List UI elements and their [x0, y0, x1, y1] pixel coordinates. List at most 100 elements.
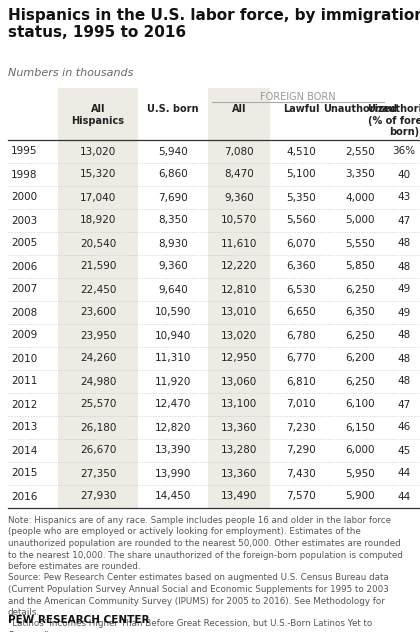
Text: PEW RESEARCH CENTER: PEW RESEARCH CENTER	[8, 615, 150, 625]
Text: 44: 44	[397, 468, 411, 478]
Text: 49: 49	[397, 284, 411, 295]
Text: 43: 43	[397, 193, 411, 202]
Text: 2006: 2006	[11, 262, 37, 272]
Text: 23,600: 23,600	[80, 308, 116, 317]
Text: 2016: 2016	[11, 492, 37, 502]
Text: “Latinos’ Incomes Higher Than Before Great Recession, but U.S.-Born Latinos Yet : “Latinos’ Incomes Higher Than Before Gre…	[8, 619, 372, 628]
Text: 11,610: 11,610	[221, 238, 257, 248]
Text: Note: Hispanics are of any race. Sample includes people 16 and older in the labo: Note: Hispanics are of any race. Sample …	[8, 516, 391, 525]
Text: 7,080: 7,080	[224, 147, 254, 157]
Text: 6,860: 6,860	[158, 169, 188, 179]
Text: 48: 48	[397, 262, 411, 272]
Text: 6,650: 6,650	[286, 308, 316, 317]
Text: 4,510: 4,510	[286, 147, 316, 157]
Text: 48: 48	[397, 377, 411, 387]
Text: 2007: 2007	[11, 284, 37, 295]
Text: 12,810: 12,810	[221, 284, 257, 295]
Text: 6,100: 6,100	[345, 399, 375, 410]
Text: 26,180: 26,180	[80, 423, 116, 432]
Bar	[58, 88, 138, 508]
Text: 1998: 1998	[11, 169, 37, 179]
Text: 47: 47	[397, 216, 411, 226]
Text: 7,290: 7,290	[286, 446, 316, 456]
Text: 2013: 2013	[11, 423, 37, 432]
Text: 25,570: 25,570	[80, 399, 116, 410]
Text: 2011: 2011	[11, 377, 37, 387]
Text: 2009: 2009	[11, 331, 37, 341]
Text: 6,070: 6,070	[286, 238, 316, 248]
Text: 1995: 1995	[11, 147, 37, 157]
Text: 10,570: 10,570	[221, 216, 257, 226]
Text: 6,200: 6,200	[345, 353, 375, 363]
Text: 5,940: 5,940	[158, 147, 188, 157]
Text: 13,010: 13,010	[221, 308, 257, 317]
Text: U.S. born: U.S. born	[147, 104, 199, 114]
Text: 8,350: 8,350	[158, 216, 188, 226]
Text: 9,640: 9,640	[158, 284, 188, 295]
Text: 46: 46	[397, 423, 411, 432]
Text: 7,570: 7,570	[286, 492, 316, 502]
Text: 5,560: 5,560	[286, 216, 316, 226]
Text: 13,020: 13,020	[80, 147, 116, 157]
Text: (Current Population Survey Annual Social and Economic Supplements for 1995 to 20: (Current Population Survey Annual Social…	[8, 585, 389, 594]
Text: 24,260: 24,260	[80, 353, 116, 363]
Text: 44: 44	[397, 492, 411, 502]
Text: 5,000: 5,000	[345, 216, 375, 226]
Text: 45: 45	[397, 446, 411, 456]
Text: 40: 40	[397, 169, 411, 179]
Text: 13,020: 13,020	[221, 331, 257, 341]
Text: before estimates are rounded.: before estimates are rounded.	[8, 562, 141, 571]
Text: All
Hispanics: All Hispanics	[71, 104, 124, 126]
Bar	[208, 88, 270, 508]
Text: FOREIGN BORN: FOREIGN BORN	[260, 92, 336, 102]
Text: 2008: 2008	[11, 308, 37, 317]
Text: 2005: 2005	[11, 238, 37, 248]
Text: Source: Pew Research Center estimates based on augmented U.S. Census Bureau data: Source: Pew Research Center estimates ba…	[8, 573, 389, 583]
Text: 8,470: 8,470	[224, 169, 254, 179]
Text: 6,250: 6,250	[345, 377, 375, 387]
Text: Unauthorized: Unauthorized	[323, 104, 397, 114]
Text: 6,150: 6,150	[345, 423, 375, 432]
Text: 6,250: 6,250	[345, 331, 375, 341]
Text: 2014: 2014	[11, 446, 37, 456]
Text: 7,010: 7,010	[286, 399, 316, 410]
Text: 2000: 2000	[11, 193, 37, 202]
Text: 5,550: 5,550	[345, 238, 375, 248]
Text: 13,490: 13,490	[221, 492, 257, 502]
Text: 2015: 2015	[11, 468, 37, 478]
Text: 22,450: 22,450	[80, 284, 116, 295]
Text: 6,350: 6,350	[345, 308, 375, 317]
Text: 12,220: 12,220	[221, 262, 257, 272]
Text: 5,850: 5,850	[345, 262, 375, 272]
Text: and the American Community Survey (IPUMS) for 2005 to 2016). See Methodology for: and the American Community Survey (IPUMS…	[8, 597, 385, 605]
Text: 23,950: 23,950	[80, 331, 116, 341]
Text: unauthorized population are rounded to the nearest 50,000. Other estimates are r: unauthorized population are rounded to t…	[8, 539, 401, 548]
Text: 6,250: 6,250	[345, 284, 375, 295]
Text: 15,320: 15,320	[80, 169, 116, 179]
Text: 21,590: 21,590	[80, 262, 116, 272]
Text: 8,930: 8,930	[158, 238, 188, 248]
Text: 2010: 2010	[11, 353, 37, 363]
Text: 7,690: 7,690	[158, 193, 188, 202]
Text: 47: 47	[397, 399, 411, 410]
Text: Lawful: Lawful	[283, 104, 319, 114]
Text: Recover”: Recover”	[8, 631, 48, 632]
Text: 27,930: 27,930	[80, 492, 116, 502]
Text: 11,310: 11,310	[155, 353, 191, 363]
Text: 9,360: 9,360	[224, 193, 254, 202]
Text: 9,360: 9,360	[158, 262, 188, 272]
Text: 6,360: 6,360	[286, 262, 316, 272]
Text: 2,550: 2,550	[345, 147, 375, 157]
Text: 4,000: 4,000	[345, 193, 375, 202]
Text: 14,450: 14,450	[155, 492, 191, 502]
Text: 3,350: 3,350	[345, 169, 375, 179]
Text: 7,430: 7,430	[286, 468, 316, 478]
Text: 12,470: 12,470	[155, 399, 191, 410]
Text: 6,530: 6,530	[286, 284, 316, 295]
Text: 26,670: 26,670	[80, 446, 116, 456]
Text: 13,390: 13,390	[155, 446, 191, 456]
Text: 18,920: 18,920	[80, 216, 116, 226]
Text: 48: 48	[397, 331, 411, 341]
Text: Unauthorized
(% of foreign
born): Unauthorized (% of foreign born)	[367, 104, 420, 137]
Text: 12,820: 12,820	[155, 423, 191, 432]
